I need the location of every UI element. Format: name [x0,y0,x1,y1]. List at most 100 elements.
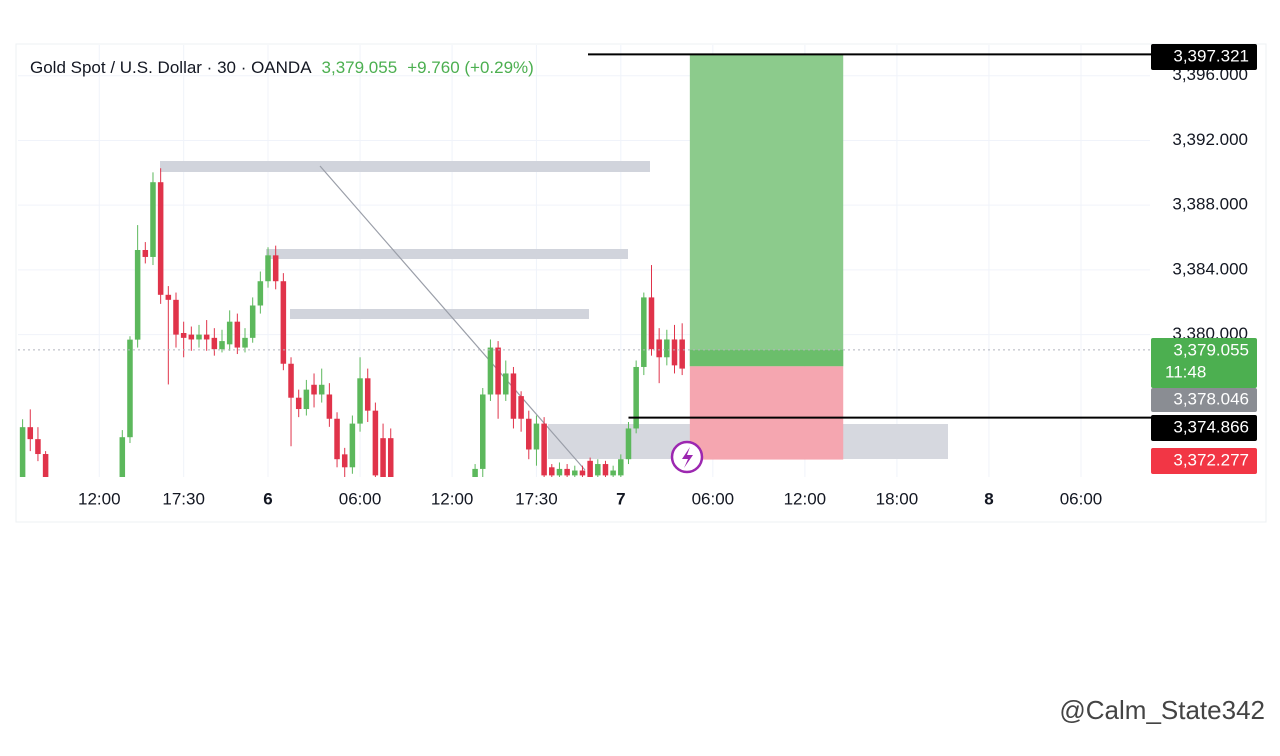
watermark: @Calm_State342 [1059,695,1265,725]
target-price-label: 3,397.321 [1173,46,1249,65]
candle-body [633,366,639,429]
header-change: +9.760 (+0.29%) [407,58,534,77]
candle-body [127,339,133,438]
stop-price-label: 3,372.277 [1173,450,1249,469]
candle-body [249,305,256,338]
level-price-label-box [1151,415,1257,441]
candle-body [341,454,348,468]
candle-body [602,464,609,476]
candle-body [641,297,647,367]
alert-bolt [682,447,693,468]
candle-body [526,418,532,450]
loss-zone [689,366,844,460]
candle-body [664,339,670,358]
x-tick-label: 8 [984,489,993,508]
position-tool [689,54,844,460]
candle-body [648,297,655,350]
candle-body [288,363,294,398]
candle-body [27,427,34,440]
candle-body [656,339,662,358]
candle-body [295,397,302,410]
candle-body [326,394,333,419]
x-tick-label: 17:30 [515,489,558,508]
zone [290,309,589,319]
current-price-label: 3,379.055 [1173,340,1249,359]
candle-body [541,423,547,476]
candle-body [226,321,233,345]
x-tick-label: 6 [263,489,272,508]
level-price-label: 3,374.866 [1173,417,1249,436]
candle-body [533,423,540,450]
overlays: 3,397.321 3,379.055 11:48 3,378.046 3,374.86… [18,44,1257,474]
header: Gold Spot / U.S. Dollar · 30 · OANDA 3,37… [30,58,534,77]
candle-body [272,255,279,282]
candle-body [510,373,517,419]
candle-body [349,423,356,468]
x-tick-label: 18:00 [876,489,919,508]
candle-body [503,373,509,395]
candle-body [173,299,179,335]
zone [266,249,628,259]
candle-body [318,384,325,395]
candles [19,168,685,477]
candle-body [234,321,241,348]
x-tick-label: 7 [616,489,625,508]
entry-price-label: 3,378.046 [1173,389,1249,408]
candle-body [357,378,363,424]
candle-body [572,470,578,476]
candle-body [242,337,248,348]
candle-body [472,468,478,477]
symbol-title: Gold Spot / U.S. Dollar · 30 · OANDA [30,58,312,77]
candle-body [303,389,310,410]
candle-body [556,468,563,476]
open-pnl [689,349,844,367]
candle-body [618,459,624,476]
candle-body [19,427,26,477]
candle-body [150,182,156,257]
grid: 3,380.0003,384.0003,388.0003,392.0003,39… [18,45,1248,508]
countdown: 11:48 [1165,362,1206,381]
candle-body [380,438,386,477]
candle-body [134,249,141,340]
x-tick-label: 17:30 [162,489,205,508]
candle-body [157,182,164,295]
x-tick-label: 06:00 [1060,489,1103,508]
x-tick-label: 12:00 [431,489,474,508]
x-tick-label: 12:00 [78,489,121,508]
trend-line [319,165,586,471]
candle-body [364,378,371,411]
candle-body [518,396,524,419]
x-tick-label: 06:00 [692,489,735,508]
y-tick-label: 3,388.000 [1172,195,1248,214]
candle-body [587,460,593,477]
x-tick-label: 12:00 [784,489,827,508]
x-tick-label: 06:00 [339,489,382,508]
candle-body [495,347,501,395]
candle-body [372,410,379,476]
entry-price-label-box [1151,388,1257,412]
candle-body [257,281,264,306]
candle-body [679,339,685,369]
candle-body [610,470,616,476]
y-tick-label: 3,384.000 [1172,259,1248,278]
candle-body [334,418,340,460]
candle-body [487,347,494,395]
candle-body [165,294,172,300]
candle-body [196,334,202,340]
stop-price-label-box [1151,448,1257,474]
y-tick-label: 3,392.000 [1172,130,1248,149]
candle-body [671,339,678,366]
candle-body [219,341,225,350]
candle-body [180,333,187,338]
candle-body [265,255,271,282]
zone [160,161,650,172]
target-price-label-box [1151,44,1257,70]
candle-body [280,281,287,364]
candle-body [142,249,149,257]
current-price-box [1151,338,1257,388]
candle-body [311,384,317,395]
candle-body [564,468,570,476]
candle-body [203,334,210,340]
